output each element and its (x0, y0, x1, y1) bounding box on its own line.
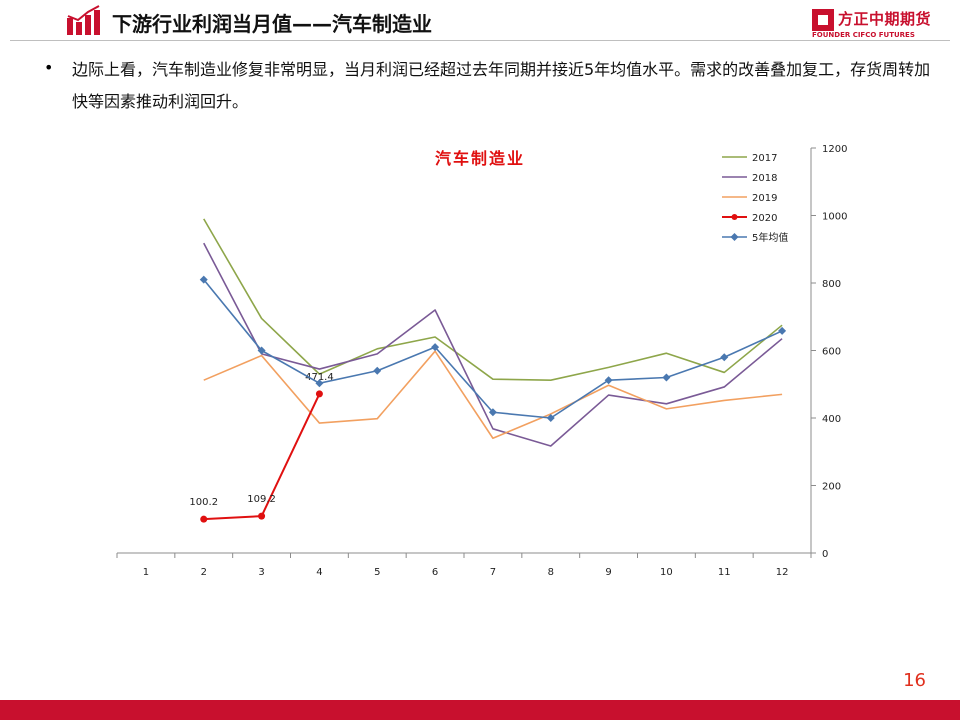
brand-name-en: FOUNDER CIFCO FUTURES (812, 31, 915, 39)
bullet-marker: • (44, 58, 54, 77)
body-paragraph: 边际上看，汽车制造业修复非常明显，当月利润已经超过去年同期并接近5年均值水平。需… (72, 60, 931, 111)
footer-bar (0, 700, 960, 720)
header: 下游行业利润当月值——汽车制造业 方正中期期货 FOUNDER CIFCO FU… (0, 0, 960, 44)
page-title: 下游行业利润当月值——汽车制造业 (112, 12, 432, 36)
x-tick-label: 8 (548, 567, 554, 578)
x-tick-label: 10 (660, 567, 673, 578)
series-line-5年均值 (203, 279, 783, 419)
header-divider (10, 40, 950, 41)
page-number: 16 (903, 670, 926, 691)
legend-label: 2018 (752, 173, 777, 184)
series-line-2019 (203, 350, 783, 440)
y-tick-label: 600 (822, 347, 841, 358)
chart-title: 汽车制造业 (435, 149, 525, 168)
legend-label: 5年均值 (752, 231, 788, 244)
data-point-5年均值 (604, 376, 613, 385)
series-line-2017 (203, 218, 783, 382)
y-tick-label: 1200 (822, 144, 847, 155)
data-point-5年均值 (373, 366, 382, 375)
x-tick-label: 3 (258, 567, 264, 578)
x-tick-label: 12 (776, 567, 789, 578)
legend-label: 2019 (752, 193, 777, 204)
data-point-5年均值 (315, 379, 324, 388)
data-point-2020 (258, 512, 266, 520)
x-tick-label: 2 (201, 567, 207, 578)
x-tick-label: 5 (374, 567, 380, 578)
y-tick-label: 200 (822, 482, 841, 493)
y-tick-label: 0 (822, 549, 828, 560)
data-point-5年均值 (778, 326, 787, 335)
data-point-5年均值 (431, 343, 440, 352)
x-tick-label: 7 (490, 567, 496, 578)
data-point-5年均值 (662, 373, 671, 382)
y-tick-label: 400 (822, 414, 841, 425)
data-label: 471.4 (305, 372, 334, 383)
series-line-2018 (203, 242, 783, 447)
chart-logo-icon (67, 5, 100, 35)
legend-label: 2017 (752, 153, 777, 164)
y-tick-label: 800 (822, 279, 841, 290)
data-point-2020 (315, 390, 323, 398)
data-label: 109.2 (247, 494, 276, 505)
x-tick-label: 11 (718, 567, 731, 578)
x-tick-label: 4 (316, 567, 322, 578)
x-tick-label: 6 (432, 567, 438, 578)
data-point-5年均值 (199, 275, 208, 284)
x-tick-label: 1 (143, 567, 149, 578)
legend-marker (730, 233, 739, 241)
data-label: 100.2 (189, 497, 218, 508)
brand-name: 方正中期期货 (838, 10, 932, 28)
y-tick-label: 1000 (822, 212, 847, 223)
data-point-5年均值 (720, 353, 729, 362)
data-point-5年均值 (257, 346, 266, 355)
data-point-5年均值 (546, 414, 555, 422)
legend-label: 2020 (752, 213, 777, 224)
brand-logo: 方正中期期货 FOUNDER CIFCO FUTURES (812, 8, 942, 39)
x-tick-label: 9 (605, 567, 611, 578)
legend-marker (731, 214, 738, 220)
brand-mark-icon (812, 9, 834, 31)
data-point-5年均值 (488, 408, 497, 417)
data-point-2020 (200, 515, 208, 523)
